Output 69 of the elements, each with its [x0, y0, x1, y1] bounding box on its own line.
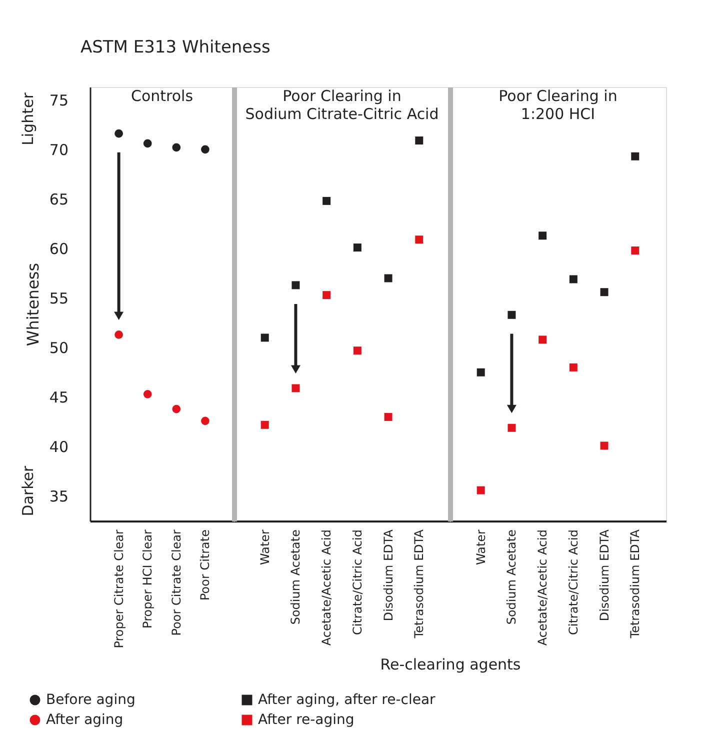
x-tick-label: Sodium Acetate [504, 530, 519, 625]
point [538, 336, 547, 344]
point [201, 145, 210, 154]
text: Poor Clearing in 1:200 HCI [498, 87, 618, 123]
point [415, 236, 424, 244]
chart-subtitle: Controls [130, 87, 194, 105]
x-tick-label: Poor Citrate Clear [169, 529, 184, 636]
point [476, 368, 485, 376]
point [415, 136, 424, 145]
point [260, 334, 269, 342]
y-tick-label: 65 [49, 190, 68, 208]
chart-title: ASTM E313 Whiteness [80, 38, 270, 58]
point [172, 404, 181, 414]
point [600, 442, 608, 450]
point [260, 420, 269, 429]
point [384, 412, 392, 421]
x-tick-label: Proper HCI Clear [140, 529, 155, 628]
point [114, 330, 123, 339]
legend-label: After aging, after re-clear [258, 692, 436, 708]
point [569, 363, 578, 372]
point [322, 291, 331, 300]
x-tick-label: Citrate/Citric Acid [350, 530, 364, 635]
point [476, 486, 485, 494]
point [569, 275, 578, 284]
point [353, 244, 362, 252]
y-tick-label: 55 [49, 290, 68, 308]
x-tick-label: Poor Citrate [198, 530, 212, 601]
point [172, 143, 181, 152]
point [143, 139, 152, 148]
x-tick-label: Water [474, 529, 488, 565]
point [538, 232, 547, 240]
y-axis-title: Whiteness [23, 262, 42, 346]
point [114, 129, 123, 138]
point [631, 246, 640, 254]
point [292, 281, 300, 290]
point [353, 346, 362, 355]
text: Darker [19, 464, 37, 516]
legend-label: After re-aging [258, 712, 354, 728]
point [508, 310, 516, 319]
y-tick-label: 35 [49, 488, 68, 506]
text: Lighter [19, 92, 37, 146]
x-tick-label: Tetrasodium EDTA [628, 528, 642, 640]
x-tick-label: Disodium EDTA [597, 528, 612, 622]
point [292, 384, 300, 392]
legend-label: Before aging [46, 692, 136, 708]
legend-label: After aging [46, 712, 124, 728]
y-tick-label: 40 [49, 438, 68, 456]
y-tick-label: 50 [49, 339, 68, 358]
point [631, 152, 640, 160]
point [322, 196, 331, 205]
x-tick-label: Sodium Acetate [288, 530, 303, 625]
point [508, 424, 516, 432]
x-tick-label: Water [258, 529, 272, 565]
point [143, 390, 152, 398]
x-axis-title: Re-clearing agents [380, 656, 521, 674]
text: Poor Clearing in Sodium Citrate-Citric Acid [245, 87, 439, 123]
x-tick-label: Tetrasodium EDTA [412, 528, 426, 640]
x-tick-label: Acetate/Acetic Acid [536, 530, 550, 646]
x-tick-label: Disodium EDTA [381, 528, 396, 622]
x-tick-label: Acetate/Acetic Acid [320, 530, 334, 646]
point [201, 416, 210, 426]
point [600, 288, 608, 296]
y-tick-label: 45 [49, 388, 68, 407]
x-tick-label: Citrate/Citric Acid [566, 530, 580, 635]
y-tick-label: 60 [49, 240, 68, 258]
y-tick-label: 70 [49, 140, 68, 159]
y-tick-label: 75 [49, 91, 68, 110]
x-tick-label: Proper Citrate Clear [112, 529, 126, 648]
point [384, 274, 392, 282]
